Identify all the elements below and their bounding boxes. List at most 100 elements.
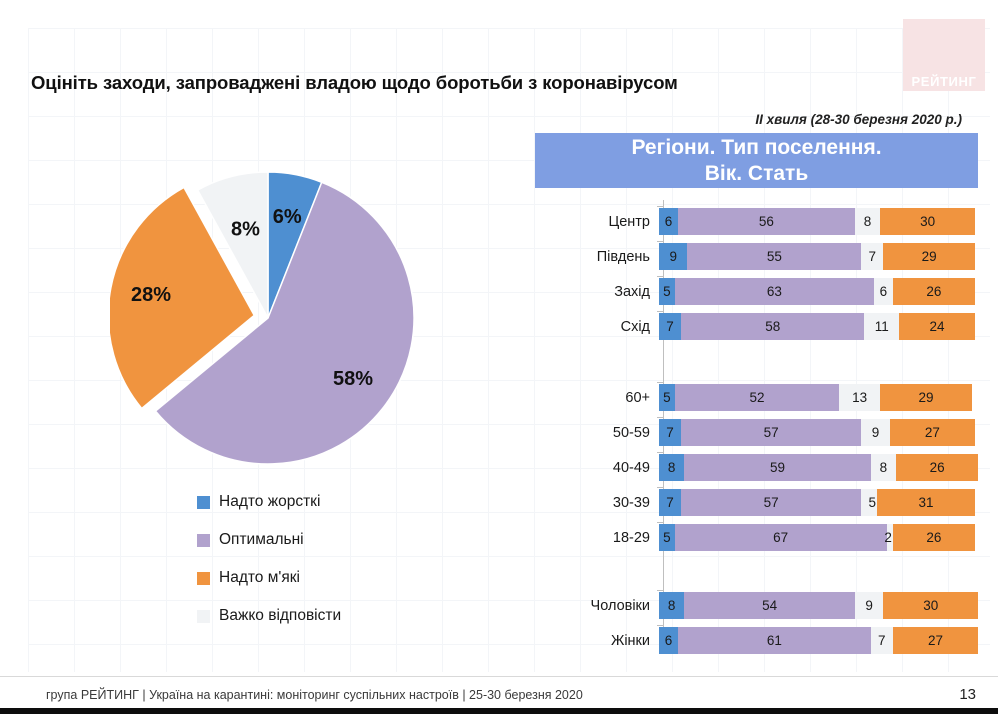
bar-segment: 61 <box>677 627 871 654</box>
page-number: 13 <box>959 686 976 703</box>
bar-segment: 8 <box>659 454 685 481</box>
bar-segment: 29 <box>880 384 972 411</box>
bar-row[interactable]: 60+ 5 52 13 29 <box>540 382 985 411</box>
bar-segment: 8 <box>659 592 685 619</box>
bar-track: 5 67 2 26 <box>659 524 985 551</box>
legend-swatch-icon <box>197 571 210 585</box>
bar-row-label: Схід <box>620 318 650 335</box>
bar-segment: 58 <box>681 313 865 340</box>
pie-slices <box>110 171 415 465</box>
bar-track: 9 55 7 29 <box>659 243 985 270</box>
bar-row[interactable]: 30-39 7 57 5 31 <box>540 487 985 516</box>
bar-segment: 27 <box>889 419 975 446</box>
bar-row[interactable]: Захід 5 63 6 26 <box>540 276 985 305</box>
bar-segment: 26 <box>892 524 975 551</box>
bar-segment: 5 <box>659 278 675 305</box>
bar-row[interactable]: Жінки 6 61 7 27 <box>540 625 985 654</box>
bar-track: 7 57 9 27 <box>659 419 985 446</box>
axis-tick <box>657 487 663 488</box>
legend-label: Оптимальні <box>219 531 304 548</box>
bar-segment: 30 <box>883 592 979 619</box>
bar-segment: 63 <box>674 278 874 305</box>
axis-tick <box>657 241 663 242</box>
legend-row[interactable]: Надто м'які <box>197 559 427 597</box>
axis-tick <box>657 417 663 418</box>
bar-segment: 67 <box>674 524 887 551</box>
bar-segment: 7 <box>659 419 682 446</box>
legend-label: Надто жорсткі <box>219 493 321 510</box>
bar-track: 5 63 6 26 <box>659 278 985 305</box>
legend-swatch-icon <box>197 533 210 547</box>
page-title: Оцініть заходи, запроваджені владою щодо… <box>31 72 678 93</box>
bar-segment: 11 <box>864 313 900 340</box>
bar-row-label: Жінки <box>610 632 650 649</box>
pie-slice <box>154 181 415 465</box>
pie-slice <box>196 171 269 319</box>
bar-segment: 29 <box>883 243 975 270</box>
bar-segment: 7 <box>659 313 682 340</box>
pie-value-labels: 6% 58% 28% 8% <box>131 206 373 390</box>
axis-tick <box>657 382 663 383</box>
bar-segment: 7 <box>861 243 884 270</box>
bar-track: 6 61 7 27 <box>659 627 985 654</box>
footer-divider <box>0 676 998 677</box>
bar-segment: 56 <box>677 208 855 235</box>
bar-segment: 9 <box>659 243 688 270</box>
axis-tick <box>657 311 663 312</box>
bar-segment: 31 <box>877 489 975 516</box>
bar-segment: 9 <box>854 592 884 619</box>
bar-segment: 5 <box>861 489 878 516</box>
bar-segment: 13 <box>839 384 881 411</box>
pie-chart-svg: 6% 58% 28% 8% <box>110 171 415 465</box>
bar-track: 5 52 13 29 <box>659 384 985 411</box>
legend-row[interactable]: Оптимальні <box>197 521 427 559</box>
legend-row[interactable]: Надто жорсткі <box>197 483 427 521</box>
bar-segment: 27 <box>892 627 979 654</box>
stacked-bar-chart: Центр 6 56 8 30 Південь 9 55 7 29 Захід 5 63 6 26 Схід 7… <box>540 196 985 656</box>
axis-tick <box>657 276 663 277</box>
bar-row[interactable]: 18-29 5 67 2 26 <box>540 522 985 551</box>
banner-line-2: Вік. Стать <box>704 162 809 185</box>
legend-swatch-icon <box>197 495 210 509</box>
pie-legend: Надто жорсткі Оптимальні Надто м'які Важко … <box>197 483 427 635</box>
bar-segment: 2 <box>884 524 893 551</box>
bar-row-label: Південь <box>596 248 650 265</box>
bar-row[interactable]: Центр 6 56 8 30 <box>540 206 985 235</box>
bar-segment: 6 <box>659 627 678 654</box>
bar-row-label: Захід <box>614 283 650 300</box>
banner-line-1: Регіони. Тип поселення. <box>631 136 882 159</box>
bar-track: 8 54 9 30 <box>659 592 985 619</box>
bar-row-label: 50-59 <box>612 424 650 441</box>
bar-row[interactable]: Чоловіки 8 54 9 30 <box>540 590 985 619</box>
pie-slice <box>110 186 256 410</box>
bar-track: 6 56 8 30 <box>659 208 985 235</box>
bar-row-label: 30-39 <box>612 494 650 511</box>
bar-segment: 7 <box>659 489 682 516</box>
bar-segment: 52 <box>674 384 840 411</box>
legend-row[interactable]: Важко відповісти <box>197 597 427 635</box>
axis-tick <box>657 522 663 523</box>
footer-text: група РЕЙТИНГ | Україна на карантині: мо… <box>46 688 583 702</box>
axis-tick <box>657 206 663 207</box>
bar-segment: 30 <box>880 208 975 235</box>
pie-chart: 6% 58% 28% 8% <box>110 150 440 480</box>
bar-segment: 26 <box>892 278 975 305</box>
axis-tick <box>657 625 663 626</box>
bar-row[interactable]: Південь 9 55 7 29 <box>540 241 985 270</box>
axis-tick <box>657 452 663 453</box>
bar-segment: 57 <box>681 419 862 446</box>
bar-segment: 54 <box>684 592 855 619</box>
bar-track: 7 58 11 24 <box>659 313 985 340</box>
bar-segment: 5 <box>659 524 675 551</box>
bar-row[interactable]: 50-59 7 57 9 27 <box>540 417 985 446</box>
bar-segment: 57 <box>681 489 862 516</box>
bar-segment: 5 <box>659 384 675 411</box>
bar-segment: 8 <box>870 454 896 481</box>
bar-track: 8 59 8 26 <box>659 454 985 481</box>
legend-label: Важко відповісти <box>219 607 342 624</box>
bar-segment: 24 <box>899 313 975 340</box>
bar-row[interactable]: 40-49 8 59 8 26 <box>540 452 985 481</box>
bottom-bar <box>0 708 998 714</box>
rating-logo: РЕЙТИНГ <box>903 19 985 91</box>
bar-row[interactable]: Схід 7 58 11 24 <box>540 311 985 340</box>
